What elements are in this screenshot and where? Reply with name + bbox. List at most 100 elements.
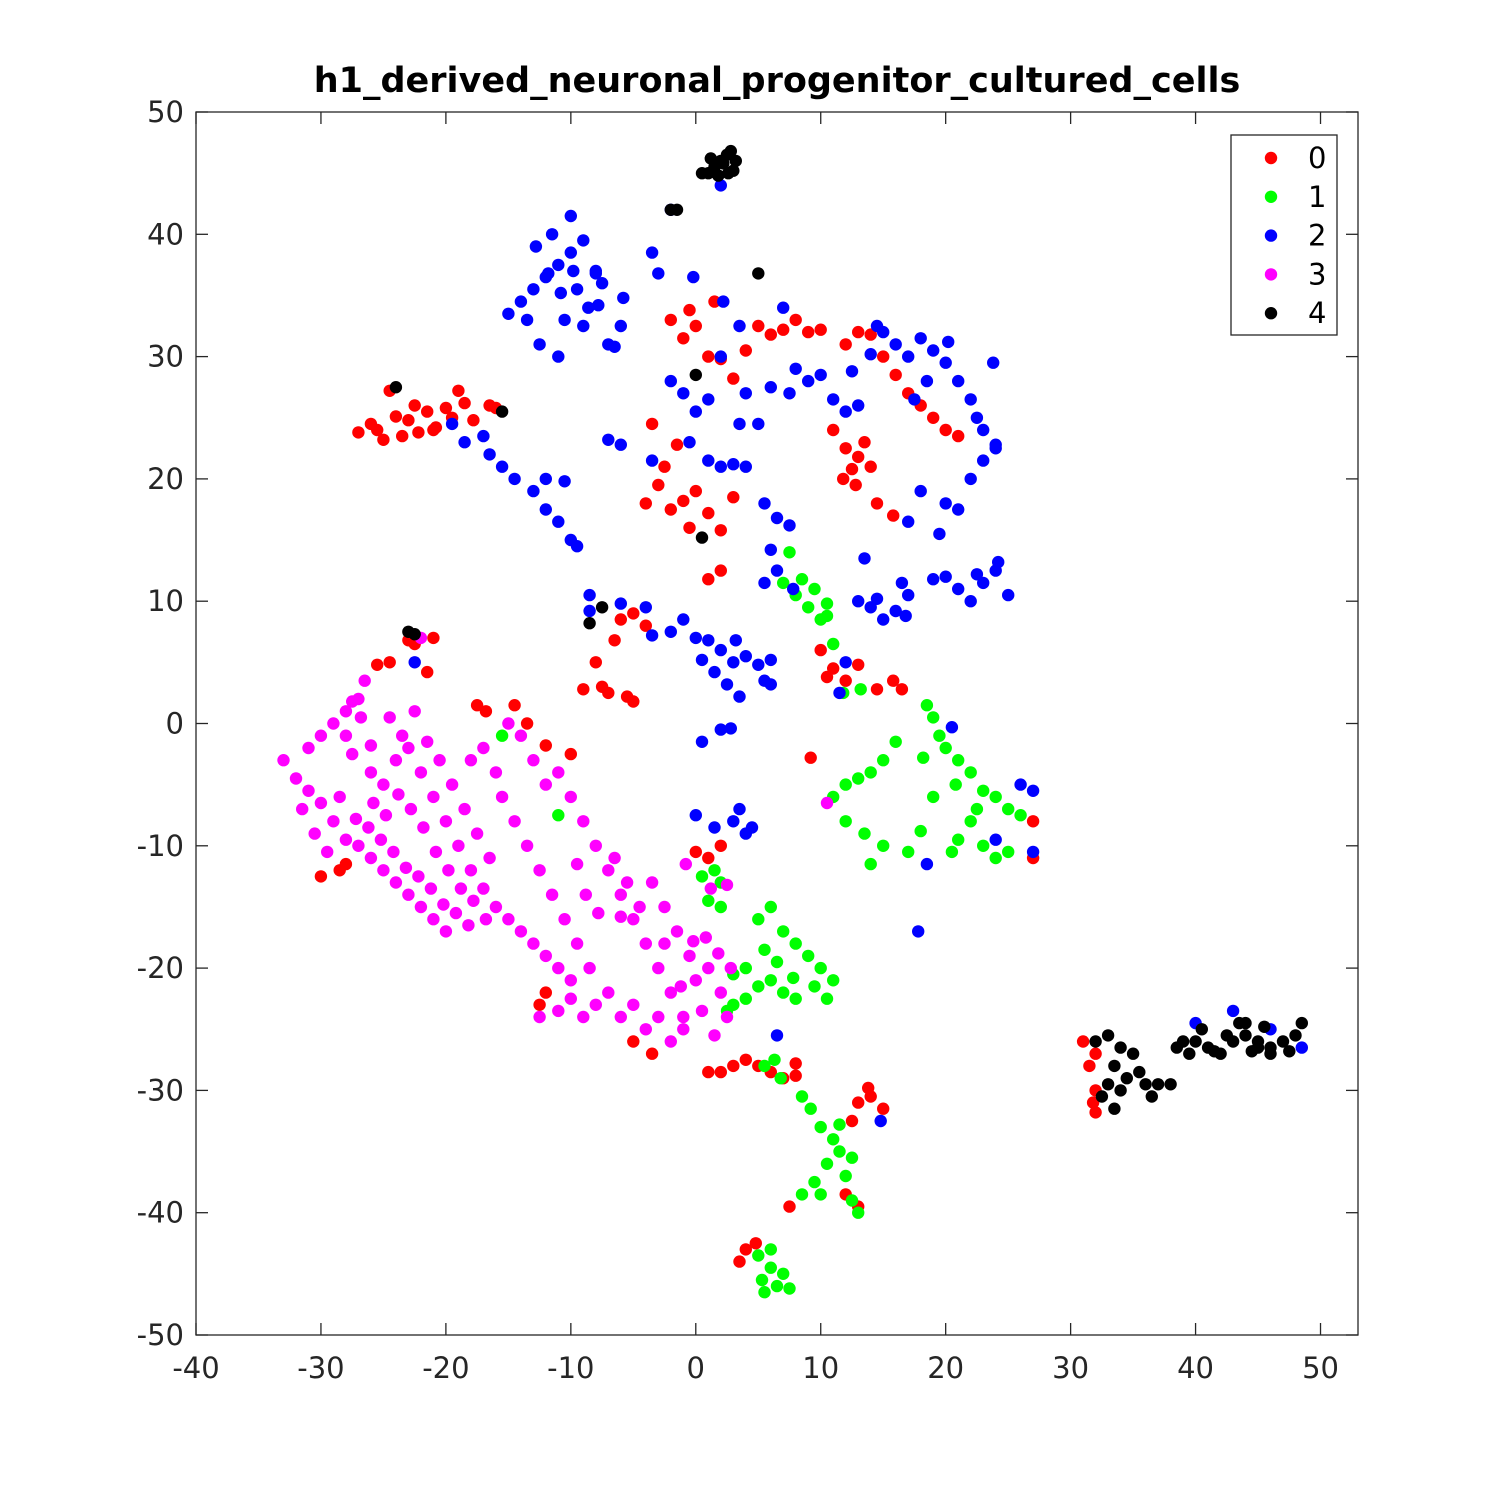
data-point [564, 974, 577, 987]
data-point [977, 423, 990, 437]
data-point [739, 387, 752, 400]
data-point [808, 980, 821, 993]
data-point [708, 864, 721, 877]
data-point [595, 601, 609, 614]
data-point [858, 827, 871, 840]
legend-entry-2: 2 [1264, 219, 1326, 253]
data-point [839, 442, 852, 455]
data-point [714, 839, 727, 852]
data-point [733, 417, 746, 431]
data-point [627, 607, 640, 620]
data-point [664, 503, 677, 516]
data-point [777, 986, 790, 999]
data-point [939, 497, 952, 510]
data-point [827, 423, 840, 437]
data-point [733, 1255, 746, 1268]
data-point [870, 592, 884, 605]
data-point [670, 438, 684, 451]
data-point [592, 906, 605, 920]
data-point [377, 864, 390, 877]
legend-entry-3: 3 [1264, 257, 1326, 291]
data-point [552, 961, 565, 975]
data-point [714, 179, 727, 192]
data-point [427, 913, 440, 926]
data-point [789, 992, 802, 1005]
data-point [1145, 1090, 1159, 1103]
data-point [1002, 588, 1015, 602]
data-point [1083, 1059, 1096, 1073]
data-point [592, 299, 605, 312]
data-point [695, 653, 709, 667]
data-point [733, 690, 746, 703]
series-3 [277, 631, 834, 1048]
legend-marker [1264, 268, 1278, 281]
data-point [927, 411, 940, 424]
data-point [477, 882, 490, 895]
data-point [595, 277, 609, 290]
data-point [720, 678, 734, 691]
data-point [849, 478, 862, 492]
data-point [758, 943, 771, 956]
data-point [583, 617, 596, 630]
data-point [558, 313, 571, 327]
data-point [724, 961, 737, 975]
data-point [1014, 809, 1027, 822]
data-point [514, 925, 528, 938]
data-point [764, 543, 777, 556]
data-point [614, 438, 627, 451]
data-point [421, 735, 434, 748]
y-tick-label: -20 [137, 951, 184, 985]
data-point [887, 509, 900, 522]
data-point [564, 246, 577, 259]
data-point [970, 411, 984, 424]
data-point [677, 1023, 690, 1036]
data-point [464, 864, 478, 877]
data-point [814, 1188, 827, 1201]
data-point [920, 857, 934, 871]
data-point [495, 790, 509, 804]
data-point [839, 405, 852, 418]
data-point [437, 898, 450, 911]
data-point [964, 595, 977, 608]
x-tick-label: -20 [422, 1351, 469, 1385]
data-point [1151, 1078, 1165, 1091]
data-point [752, 980, 765, 993]
data-point [567, 264, 580, 278]
data-point [570, 857, 584, 871]
data-point [458, 436, 471, 449]
data-point [699, 931, 712, 944]
legend-marker [1264, 307, 1278, 320]
data-point [552, 515, 565, 528]
data-point [839, 1169, 852, 1183]
data-point [327, 717, 340, 730]
data-point [714, 564, 727, 577]
data-point [429, 845, 443, 859]
data-point [608, 340, 621, 353]
data-point [483, 448, 496, 461]
data-point [639, 1023, 652, 1036]
data-point [739, 650, 752, 663]
x-tick-label: 0 [687, 1351, 705, 1385]
data-point [433, 754, 446, 767]
data-point [589, 656, 602, 669]
data-point [814, 1120, 827, 1134]
data-point [364, 851, 378, 865]
x-tick-label: 10 [802, 1351, 839, 1385]
data-point [1120, 1072, 1134, 1085]
data-point [1086, 1096, 1100, 1109]
data-point [704, 152, 717, 165]
data-point [902, 350, 915, 363]
plot-background [196, 112, 1358, 1335]
legend-label: 1 [1308, 180, 1326, 214]
data-point [802, 949, 815, 963]
data-point [439, 401, 453, 415]
data-point [739, 1053, 752, 1067]
data-point [495, 460, 509, 473]
data-point [977, 784, 990, 797]
data-point [989, 851, 1002, 865]
data-point [939, 423, 952, 437]
data-point [864, 348, 877, 361]
data-point [989, 790, 1002, 804]
data-point [902, 845, 915, 859]
data-point [570, 937, 584, 950]
